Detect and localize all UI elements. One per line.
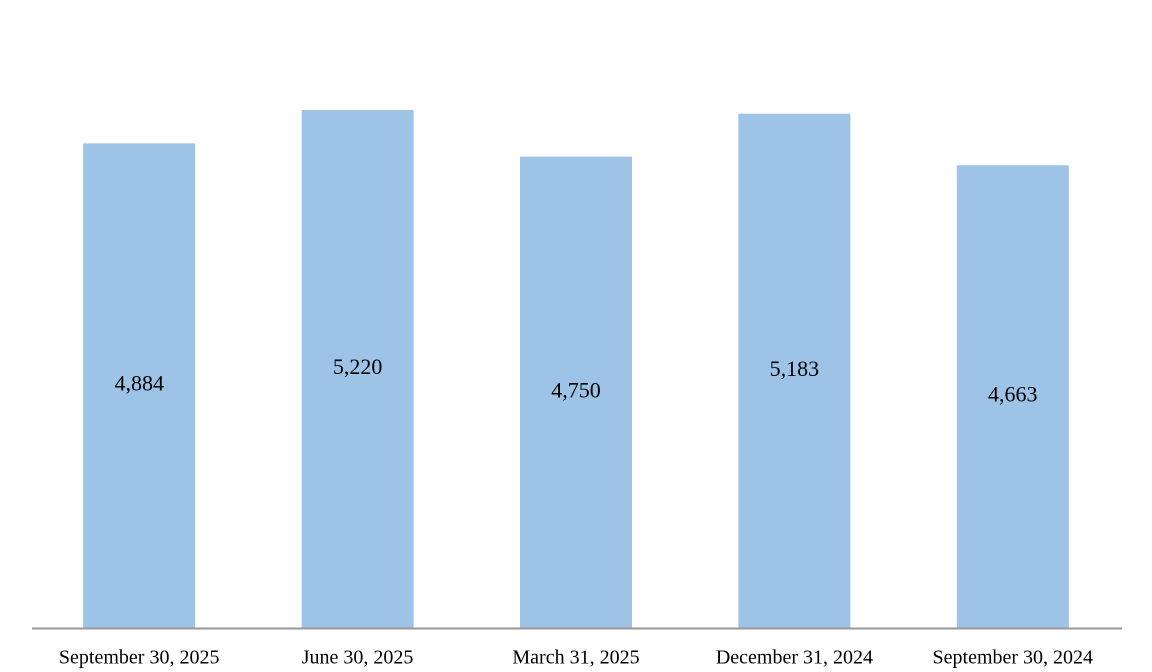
x-tick-label: December 31, 2024 [716,647,873,669]
value-label: 5,183 [770,356,820,381]
x-tick-label: September 30, 2024 [933,647,1094,669]
value-label: 4,750 [551,377,601,402]
x-tick-label: September 30, 2025 [59,647,220,669]
value-label: 4,663 [988,382,1038,407]
bar [520,156,632,629]
x-tick-label: March 31, 2025 [512,647,639,669]
bar [738,113,851,629]
bar [956,165,1069,628]
value-label: 5,220 [333,354,383,379]
bar [301,110,414,628]
value-label: 4,884 [114,371,164,396]
x-tick-label: June 30, 2025 [302,647,414,669]
bar [83,143,196,628]
